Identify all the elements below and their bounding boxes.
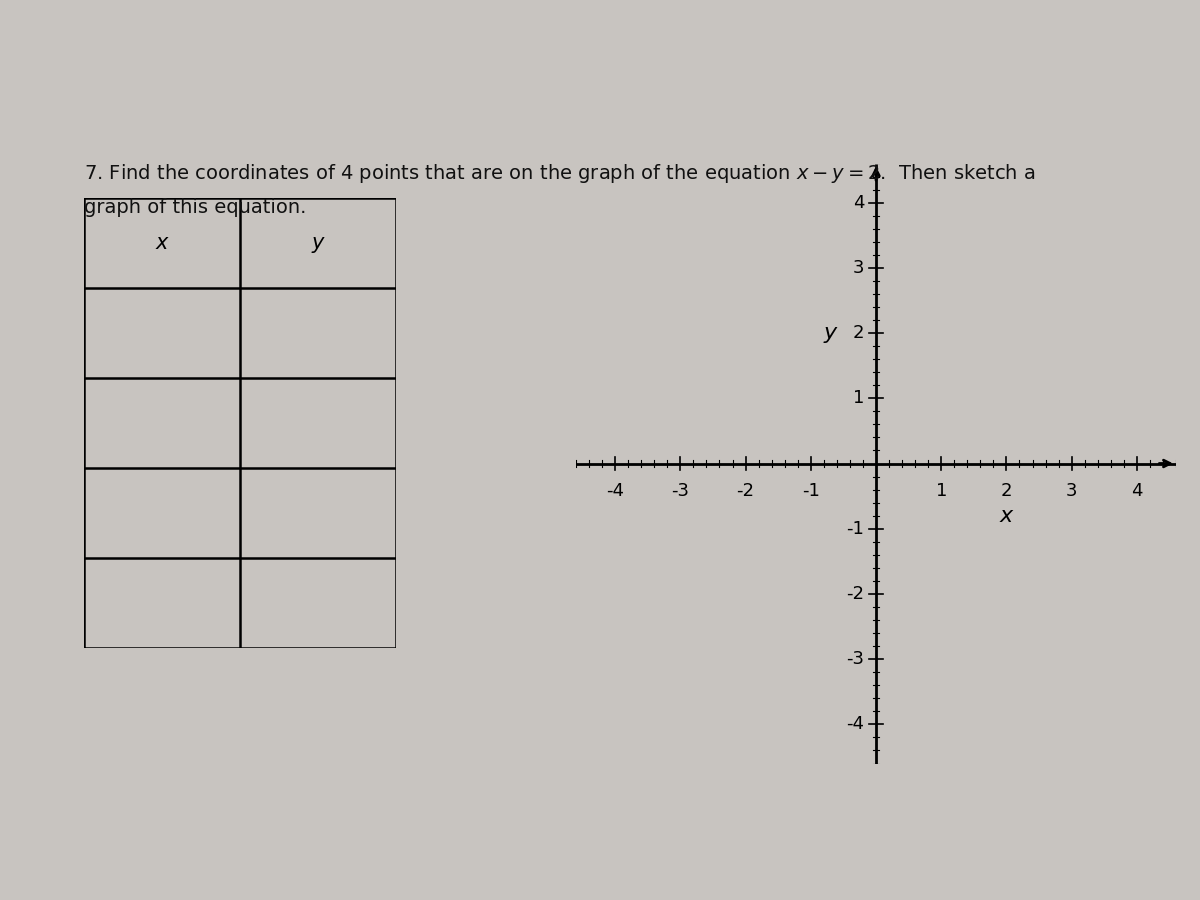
Text: y: y <box>823 323 836 343</box>
Text: -1: -1 <box>802 482 820 500</box>
Text: -3: -3 <box>671 482 689 500</box>
Text: 3: 3 <box>853 259 864 277</box>
Text: x: x <box>1000 506 1013 526</box>
Text: -4: -4 <box>606 482 624 500</box>
Text: -1: -1 <box>846 519 864 537</box>
Text: 4: 4 <box>1132 482 1142 500</box>
Text: 2: 2 <box>853 324 864 342</box>
Text: -2: -2 <box>846 585 864 603</box>
Text: 1: 1 <box>936 482 947 500</box>
Text: -3: -3 <box>846 650 864 668</box>
Text: 3: 3 <box>1066 482 1078 500</box>
Text: graph of this equation.: graph of this equation. <box>84 198 306 217</box>
Text: 4: 4 <box>853 194 864 212</box>
Text: 2: 2 <box>1001 482 1012 500</box>
Text: 7. Find the coordinates of 4 points that are on the graph of the equation $x - y: 7. Find the coordinates of 4 points that… <box>84 162 1036 185</box>
Text: x: x <box>156 233 168 253</box>
Text: -4: -4 <box>846 716 864 733</box>
Text: -2: -2 <box>737 482 755 500</box>
Text: 1: 1 <box>853 390 864 408</box>
Text: y: y <box>312 233 324 253</box>
